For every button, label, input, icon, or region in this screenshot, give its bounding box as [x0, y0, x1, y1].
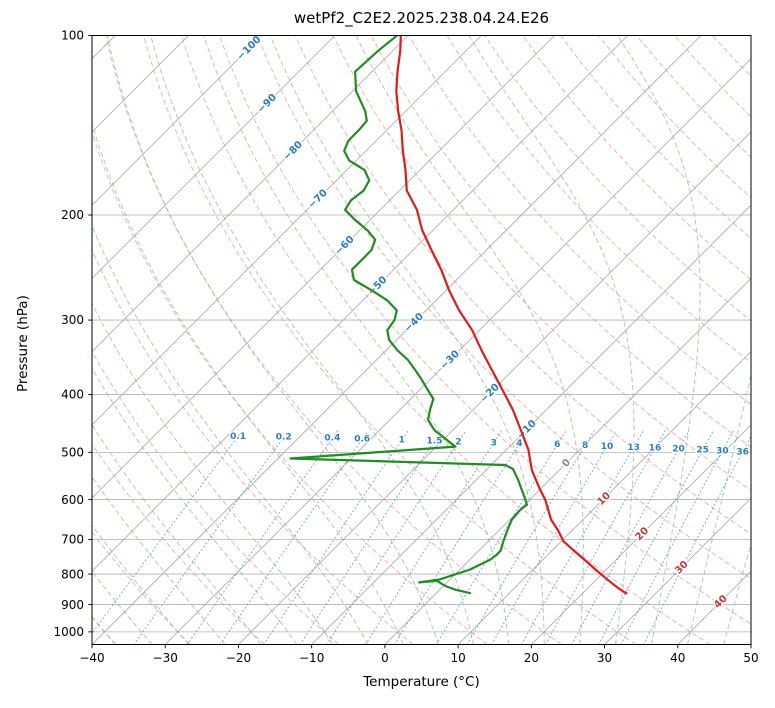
svg-text:−80: −80	[281, 139, 305, 163]
svg-text:500: 500	[61, 446, 84, 460]
svg-text:900: 900	[61, 598, 84, 612]
svg-text:20: 20	[524, 651, 539, 665]
svg-text:−70: −70	[306, 188, 330, 212]
svg-text:16: 16	[649, 444, 662, 454]
svg-text:600: 600	[61, 493, 84, 507]
svg-text:−40: −40	[402, 311, 426, 335]
svg-text:0.1: 0.1	[230, 432, 246, 442]
svg-text:4: 4	[516, 439, 522, 449]
svg-text:6: 6	[554, 440, 560, 450]
y-axis-label: Pressure (hPa)	[15, 295, 31, 392]
svg-text:1000: 1000	[53, 625, 84, 639]
svg-text:2: 2	[455, 437, 461, 447]
svg-text:25: 25	[696, 446, 709, 456]
svg-text:0.4: 0.4	[324, 434, 340, 444]
svg-text:−30: −30	[438, 349, 462, 373]
svg-text:0: 0	[381, 651, 389, 665]
svg-text:20: 20	[634, 525, 652, 543]
chart-title: wetPf2_C2E2.2025.238.04.24.E26	[293, 9, 550, 27]
svg-text:1.5: 1.5	[427, 437, 443, 447]
svg-text:800: 800	[61, 567, 84, 581]
svg-text:10: 10	[450, 651, 465, 665]
svg-text:1: 1	[399, 436, 405, 446]
svg-text:−30: −30	[153, 651, 178, 665]
svg-text:20: 20	[672, 445, 685, 455]
svg-text:36: 36	[736, 447, 749, 457]
svg-text:0.6: 0.6	[354, 435, 370, 445]
x-tick-labels: −40 −30 −20 −10 0 10 20 30 40 50	[79, 644, 759, 665]
svg-text:700: 700	[61, 533, 84, 547]
svg-text:8: 8	[582, 441, 588, 451]
svg-text:−10: −10	[299, 651, 324, 665]
svg-text:300: 300	[61, 313, 84, 327]
dry-adiabats	[92, 35, 751, 645]
svg-text:−100: −100	[235, 34, 263, 62]
y-tick-labels: 100 200 300 400 500 600 700 800 900 1000	[53, 29, 92, 639]
dewpoint-curve	[289, 35, 528, 595]
x-axis-label: Temperature (°C)	[363, 674, 480, 690]
svg-text:3: 3	[491, 438, 497, 448]
svg-text:30: 30	[597, 651, 612, 665]
temperature-curve	[395, 35, 628, 595]
isobars	[92, 35, 751, 633]
plot-border	[91, 35, 752, 645]
svg-text:0.2: 0.2	[276, 433, 292, 443]
svg-text:50: 50	[743, 651, 758, 665]
svg-text:10: 10	[601, 442, 614, 452]
svg-text:400: 400	[61, 388, 84, 402]
svg-text:−20: −20	[478, 382, 502, 406]
svg-text:−90: −90	[255, 92, 279, 116]
isotherms	[92, 35, 751, 645]
svg-text:10: 10	[595, 490, 613, 508]
svg-text:−40: −40	[79, 651, 104, 665]
svg-text:−20: −20	[226, 651, 251, 665]
svg-text:40: 40	[670, 651, 685, 665]
mixing-ratio-labels: 0.1 0.2 0.4 0.6 1 1.5 2 3 4 6 8 10 13 16 20 25 30 36	[229, 430, 750, 458]
svg-text:100: 100	[61, 29, 84, 43]
moist-adiabats	[92, 35, 751, 645]
svg-text:−60: −60	[333, 234, 357, 258]
svg-text:30: 30	[716, 446, 729, 456]
svg-text:13: 13	[627, 443, 640, 453]
mixing-ratio-lines	[92, 430, 751, 645]
svg-text:200: 200	[61, 208, 84, 222]
